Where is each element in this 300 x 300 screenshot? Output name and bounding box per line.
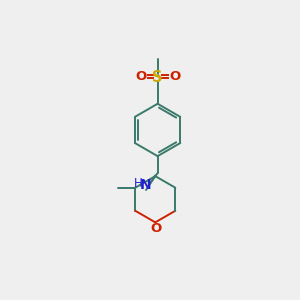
Text: O: O (169, 70, 180, 83)
Text: N: N (140, 178, 152, 192)
Text: S: S (152, 70, 163, 85)
Text: H: H (134, 177, 143, 190)
Text: O: O (135, 70, 146, 83)
Text: O: O (150, 222, 162, 235)
